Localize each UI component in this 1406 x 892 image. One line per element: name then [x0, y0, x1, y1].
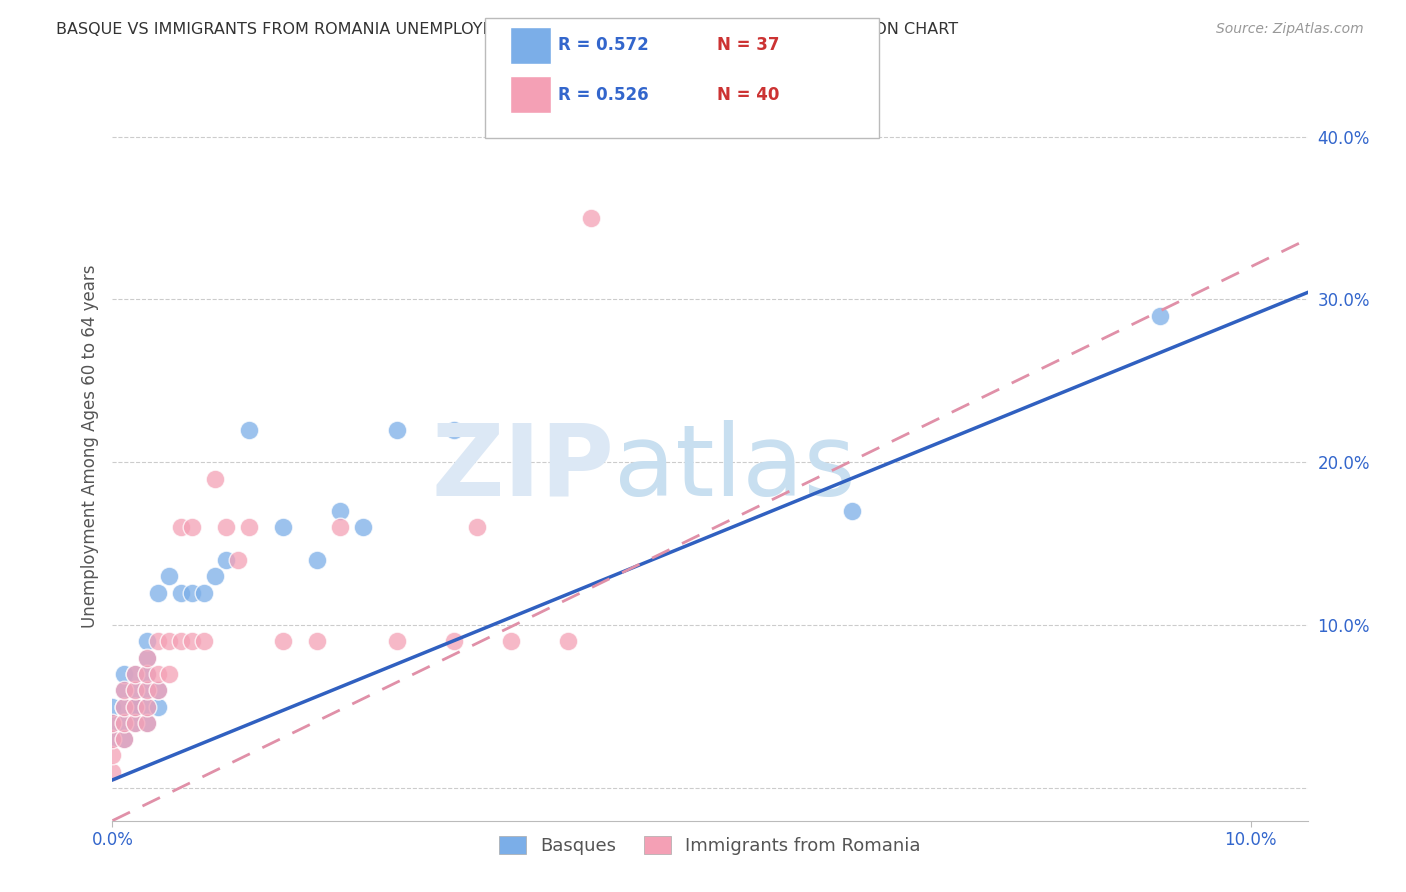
- Point: [193, 585, 215, 599]
- Point: [146, 585, 169, 599]
- Point: [135, 634, 157, 648]
- Point: [204, 472, 226, 486]
- Point: [112, 732, 135, 747]
- Point: [465, 520, 488, 534]
- Point: [157, 634, 180, 648]
- Point: [307, 634, 329, 648]
- Point: [146, 634, 169, 648]
- Text: R = 0.572: R = 0.572: [558, 37, 650, 54]
- Point: [204, 569, 226, 583]
- Point: [238, 423, 260, 437]
- Point: [271, 634, 294, 648]
- Point: [135, 715, 157, 730]
- Point: [112, 683, 135, 698]
- Point: [443, 423, 465, 437]
- Point: [112, 667, 135, 681]
- Point: [135, 699, 157, 714]
- Point: [124, 699, 146, 714]
- Point: [101, 748, 124, 763]
- Point: [124, 699, 146, 714]
- Point: [124, 667, 146, 681]
- Point: [193, 634, 215, 648]
- Point: [170, 585, 193, 599]
- Point: [385, 423, 408, 437]
- Point: [101, 732, 124, 747]
- Point: [135, 683, 157, 698]
- Point: [385, 634, 408, 648]
- Point: [146, 699, 169, 714]
- Point: [146, 683, 169, 698]
- Point: [101, 764, 124, 779]
- Text: R = 0.526: R = 0.526: [558, 87, 648, 104]
- Point: [307, 553, 329, 567]
- Point: [124, 715, 146, 730]
- Point: [112, 715, 135, 730]
- Point: [329, 504, 352, 518]
- Point: [215, 520, 238, 534]
- Point: [443, 634, 465, 648]
- Text: N = 37: N = 37: [717, 37, 779, 54]
- Point: [135, 667, 157, 681]
- Point: [1149, 309, 1171, 323]
- Point: [124, 667, 146, 681]
- Point: [170, 634, 193, 648]
- Point: [499, 634, 522, 648]
- Point: [124, 683, 146, 698]
- Point: [146, 667, 169, 681]
- Point: [112, 715, 135, 730]
- Text: BASQUE VS IMMIGRANTS FROM ROMANIA UNEMPLOYMENT AMONG AGES 60 TO 64 YEARS CORRELA: BASQUE VS IMMIGRANTS FROM ROMANIA UNEMPL…: [56, 22, 959, 37]
- Text: N = 40: N = 40: [717, 87, 779, 104]
- Point: [271, 520, 294, 534]
- Point: [238, 520, 260, 534]
- Point: [112, 732, 135, 747]
- Point: [124, 699, 146, 714]
- Text: ZIP: ZIP: [432, 420, 614, 517]
- Point: [135, 715, 157, 730]
- Point: [135, 699, 157, 714]
- Point: [101, 732, 124, 747]
- Point: [112, 683, 135, 698]
- Point: [226, 553, 249, 567]
- Point: [215, 553, 238, 567]
- Point: [352, 520, 374, 534]
- Point: [135, 667, 157, 681]
- Point: [181, 520, 204, 534]
- Text: Source: ZipAtlas.com: Source: ZipAtlas.com: [1216, 22, 1364, 37]
- Text: atlas: atlas: [614, 420, 856, 517]
- Point: [329, 520, 352, 534]
- Point: [135, 650, 157, 665]
- Legend: Basques, Immigrants from Romania: Basques, Immigrants from Romania: [491, 827, 929, 864]
- Point: [170, 520, 193, 534]
- Y-axis label: Unemployment Among Ages 60 to 64 years: Unemployment Among Ages 60 to 64 years: [80, 264, 98, 628]
- Point: [135, 683, 157, 698]
- Point: [146, 683, 169, 698]
- Point: [135, 650, 157, 665]
- Point: [157, 569, 180, 583]
- Point: [101, 715, 124, 730]
- Point: [181, 585, 204, 599]
- Point: [157, 667, 180, 681]
- Point: [112, 699, 135, 714]
- Point: [101, 715, 124, 730]
- Point: [124, 683, 146, 698]
- Point: [841, 504, 863, 518]
- Point: [579, 211, 602, 225]
- Point: [101, 699, 124, 714]
- Point: [557, 634, 579, 648]
- Point: [112, 699, 135, 714]
- Point: [181, 634, 204, 648]
- Point: [124, 715, 146, 730]
